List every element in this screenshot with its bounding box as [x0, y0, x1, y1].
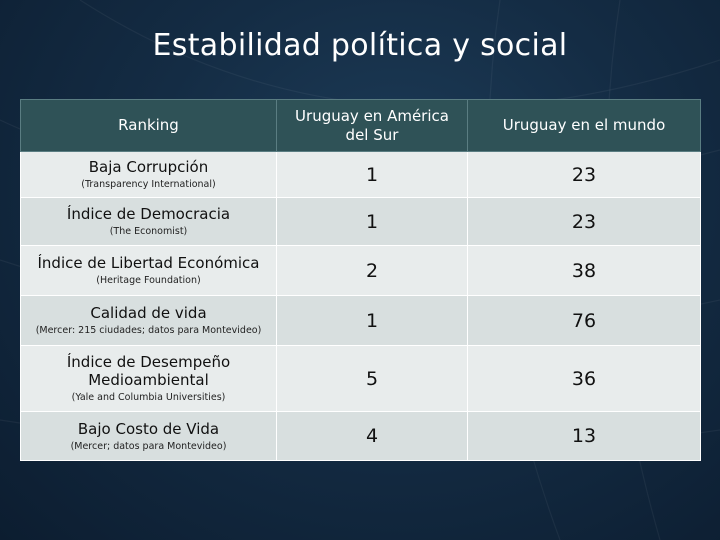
- world-rank: 23: [467, 197, 701, 246]
- ranking-name: Bajo Costo de Vida: [77, 419, 220, 438]
- ranking-cell: Índice de Libertad Económica (Heritage F…: [20, 245, 277, 296]
- table-row: Índice de Democracia (The Economist) 1 2…: [20, 197, 701, 246]
- ranking-source: (Heritage Foundation): [96, 275, 201, 286]
- table-row: Índice de Libertad Económica (Heritage F…: [20, 245, 701, 296]
- ranking-name: Baja Corrupción: [88, 158, 209, 176]
- ranking-source: (Transparency International): [81, 179, 216, 190]
- table-header-row: Ranking Uruguay en América del Sur Urugu…: [20, 99, 701, 152]
- south-america-rank: 5: [276, 345, 468, 412]
- table-row: Calidad de vida (Mercer: 215 ciudades; d…: [20, 295, 701, 346]
- ranking-source: (Mercer: 215 ciudades; datos para Montev…: [35, 325, 262, 336]
- ranking-cell: Baja Corrupción (Transparency Internatio…: [20, 151, 277, 198]
- south-america-rank: 4: [276, 411, 468, 461]
- ranking-name: Calidad de vida: [90, 304, 207, 322]
- world-rank: 23: [467, 151, 701, 198]
- ranking-name: Índice de Democracia: [66, 205, 231, 223]
- ranking-name: Índice de Desempeño Medioambiental: [66, 353, 231, 389]
- header-ranking: Ranking: [20, 99, 277, 152]
- slide-title: Estabilidad política y social: [152, 28, 568, 63]
- ranking-source: (Mercer; datos para Montevideo): [70, 440, 227, 452]
- world-rank: 76: [467, 295, 701, 346]
- ranking-cell: Índice de Democracia (The Economist): [20, 197, 277, 246]
- ranking-table-container: Ranking Uruguay en América del Sur Urugu…: [20, 99, 701, 461]
- ranking-cell: Índice de Desempeño Medioambiental (Yale…: [20, 345, 277, 412]
- ranking-source: (Yale and Columbia Universities): [71, 392, 226, 403]
- table-row: Índice de Desempeño Medioambiental (Yale…: [20, 345, 701, 412]
- south-america-rank: 1: [276, 151, 468, 198]
- ranking-name: Índice de Libertad Económica: [37, 254, 260, 272]
- world-rank: 36: [467, 345, 701, 412]
- ranking-source: (The Economist): [109, 226, 188, 237]
- ranking-cell: Calidad de vida (Mercer: 215 ciudades; d…: [20, 295, 277, 346]
- world-rank: 38: [467, 245, 701, 296]
- south-america-rank: 1: [276, 197, 468, 246]
- ranking-cell: Bajo Costo de Vida (Mercer; datos para M…: [20, 411, 277, 461]
- header-south-america: Uruguay en América del Sur: [276, 99, 468, 152]
- south-america-rank: 1: [276, 295, 468, 346]
- world-rank: 13: [467, 411, 701, 461]
- table-row: Bajo Costo de Vida (Mercer; datos para M…: [20, 411, 701, 461]
- header-world: Uruguay en el mundo: [467, 99, 701, 152]
- table-row: Baja Corrupción (Transparency Internatio…: [20, 151, 701, 198]
- south-america-rank: 2: [276, 245, 468, 296]
- ranking-table: Ranking Uruguay en América del Sur Urugu…: [20, 99, 701, 461]
